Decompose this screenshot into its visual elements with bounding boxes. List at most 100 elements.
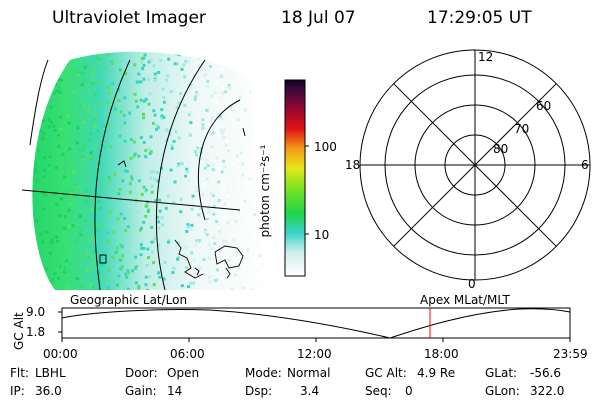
uv-pixel [136, 192, 140, 196]
uv-pixel [214, 293, 217, 296]
uv-pixel [212, 212, 216, 216]
uv-pixel [244, 173, 248, 177]
uv-pixel [194, 153, 198, 157]
uv-pixel [84, 219, 88, 223]
uv-pixel [147, 43, 150, 46]
uv-pixel [90, 208, 94, 212]
uv-pixel [231, 163, 235, 167]
uv-pixel [215, 100, 219, 104]
uv-pixel [219, 128, 223, 132]
uv-pixel [258, 124, 262, 128]
uv-pixel [206, 79, 210, 83]
uv-pixel [91, 82, 95, 86]
uv-pixel [221, 91, 225, 95]
uv-pixel [146, 263, 150, 267]
uv-pixel [202, 66, 206, 70]
uv-pixel [118, 68, 122, 72]
uv-pixel [119, 243, 123, 247]
uv-pixel [194, 46, 197, 49]
uv-pixel [59, 78, 63, 82]
mlt-label-0: 0 [468, 277, 476, 290]
uv-pixel [75, 277, 79, 281]
gain-label: Gain: [125, 384, 157, 398]
gc-alt-label: GC Alt: [365, 366, 407, 380]
uv-pixel [85, 250, 89, 254]
uv-pixel [59, 279, 63, 283]
uv-pixel [68, 147, 72, 151]
uv-pixel [44, 242, 48, 246]
uv-pixel [69, 262, 73, 266]
uv-pixel [151, 121, 155, 125]
uv-pixel [192, 258, 196, 262]
uv-pixel [137, 179, 141, 183]
uv-pixel [195, 185, 199, 189]
uv-pixel [169, 90, 173, 94]
uv-pixel [124, 229, 128, 233]
uv-pixel [155, 123, 159, 127]
uv-pixel [72, 170, 76, 174]
uv-pixel [92, 44, 95, 47]
uv-pixel [220, 54, 224, 58]
uv-pixel [189, 110, 193, 114]
uv-pixel [76, 238, 80, 242]
uv-pixel [53, 43, 56, 46]
uv-pixel [27, 88, 30, 91]
uv-pixel [28, 184, 31, 187]
uv-pixel [227, 194, 231, 198]
uv-pixel [42, 192, 46, 196]
uv-pixel [49, 120, 53, 124]
uv-pixel [48, 125, 52, 129]
uv-pixel [207, 257, 211, 261]
uv-pixel [218, 240, 222, 244]
uv-pixel [139, 226, 143, 230]
uv-pixel [119, 258, 123, 262]
uv-pixel [239, 211, 243, 215]
uv-pixel [64, 265, 68, 269]
uv-pixel [94, 142, 98, 146]
uv-pixel [150, 190, 154, 194]
uv-pixel [89, 283, 93, 287]
uv-pixel [120, 245, 124, 249]
uv-pixel [167, 57, 171, 61]
uv-pixel [139, 253, 143, 257]
uv-pixel [119, 212, 123, 216]
uv-pixel [236, 118, 240, 122]
uv-pixel [52, 43, 55, 46]
timeline-x-tick-2359: 23:59 [553, 347, 588, 361]
uv-pixel [73, 142, 77, 146]
uv-pixel [148, 92, 152, 96]
uv-pixel [120, 265, 124, 269]
uv-pixel [213, 242, 217, 246]
uv-pixel [142, 63, 146, 67]
uv-pixel [145, 200, 149, 204]
uv-pixel [94, 113, 98, 117]
uv-pixel [194, 91, 198, 95]
uv-pixel [100, 223, 104, 227]
uv-pixel [24, 59, 27, 62]
uv-pixel [201, 118, 205, 122]
uv-pixel [86, 51, 90, 53]
uv-pixel [90, 78, 94, 82]
uv-pixel [215, 220, 219, 224]
uv-pixel [140, 192, 144, 196]
uv-pixel [126, 269, 130, 273]
uv-pixel [107, 123, 111, 127]
uv-pixel [157, 70, 161, 74]
seq-label: Seq: [365, 384, 392, 398]
uv-pixel [56, 264, 60, 268]
uv-pixel [87, 42, 90, 45]
uv-pixel [37, 75, 41, 79]
uv-pixel [152, 261, 156, 265]
uv-pixel [154, 199, 158, 203]
uv-pixel [85, 268, 89, 272]
uv-pixel [141, 67, 145, 71]
uv-pixel [165, 78, 169, 82]
uv-pixel [21, 285, 24, 288]
uv-pixel [29, 227, 32, 230]
uv-pixel [67, 121, 71, 125]
uv-pixel [146, 210, 150, 214]
uv-pixel [20, 122, 23, 125]
uv-pixel [50, 228, 54, 232]
uv-pixel [172, 266, 176, 270]
uv-pixel [25, 128, 28, 131]
